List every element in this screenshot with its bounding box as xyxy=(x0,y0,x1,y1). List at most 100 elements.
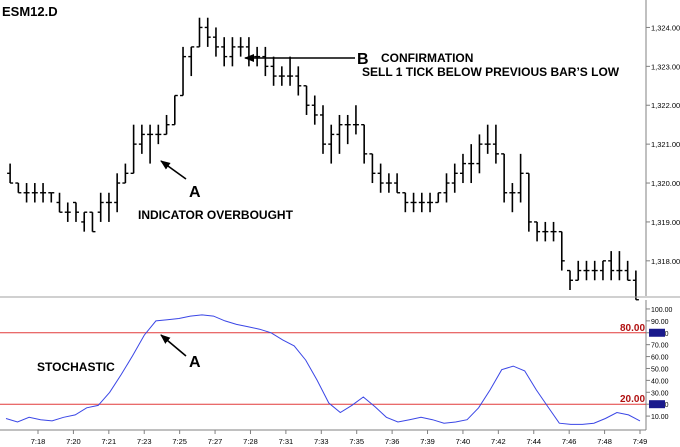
ohlc-bar xyxy=(328,124,335,164)
stochastic-tick-label: 10.00 xyxy=(651,414,669,421)
ohlc-bar xyxy=(138,124,145,154)
ohlc-bar xyxy=(278,66,285,86)
price-tick-label: 1,324.00 xyxy=(651,23,680,32)
ohlc-bar xyxy=(97,192,104,222)
ohlc-bar xyxy=(254,46,261,67)
time-tick-label: 7:39 xyxy=(420,437,435,446)
price-tick-label: 1,323.00 xyxy=(651,62,680,71)
stochastic-tick-label: 40.00 xyxy=(651,378,669,385)
stochastic-levels: 80.00 20.00 xyxy=(0,323,665,409)
time-tick-label: 7:23 xyxy=(137,437,152,446)
stochastic-line xyxy=(5,314,641,425)
ohlc-bar xyxy=(204,17,211,47)
stochastic-tick-label: 100.00 xyxy=(651,307,673,314)
ohlc-bar xyxy=(122,163,129,184)
ohlc-bar xyxy=(632,270,639,301)
annotation-b-label: B xyxy=(357,51,369,68)
ohlc-bar xyxy=(130,124,137,175)
ohlc-bar xyxy=(105,192,112,222)
time-tick-label: 7:27 xyxy=(208,437,223,446)
ohlc-bar xyxy=(451,163,458,193)
ohlc-bar xyxy=(352,105,359,135)
ohlc-bar xyxy=(550,221,557,242)
ohlc-bar xyxy=(320,105,326,154)
ohlc-bar xyxy=(114,173,121,213)
ohlc-bar xyxy=(188,46,195,77)
ohlc-bar xyxy=(147,124,154,164)
time-tick-label: 7:28 xyxy=(243,437,258,446)
ohlc-bar xyxy=(361,123,368,164)
ohlc-bar xyxy=(476,134,483,174)
time-tick-label: 7:33 xyxy=(314,437,329,446)
stochastic-tick-label: 70.00 xyxy=(651,343,669,350)
ohlc-bar xyxy=(624,260,631,281)
ohlc-bar xyxy=(196,17,203,48)
time-axis: 7:18 7:20 7:21 7:23 7:25 7:27 7:28 7:31 7:33 7:35… xyxy=(0,429,647,446)
price-tick-label: 1,318.00 xyxy=(651,257,680,266)
ohlc-bar xyxy=(459,153,466,184)
ohlc-bar xyxy=(525,172,532,232)
ohlc-bar xyxy=(180,46,187,97)
ohlc-bar xyxy=(377,163,384,193)
ohlc-bar xyxy=(31,183,38,203)
ohlc-bar xyxy=(81,211,88,232)
ohlc-bar xyxy=(394,173,401,194)
ohlc-bar xyxy=(468,144,475,184)
ohlc-bar xyxy=(402,192,409,213)
ohlc-bar xyxy=(608,251,615,281)
time-tick-label: 7:46 xyxy=(562,437,577,446)
ohlc-bar xyxy=(575,260,582,281)
stochastic-level-marker xyxy=(649,328,665,337)
time-tick-label: 7:42 xyxy=(491,437,506,446)
time-tick-label: 7:18 xyxy=(31,437,46,446)
time-tick-label: 7:20 xyxy=(66,437,81,446)
time-tick-label: 7:31 xyxy=(279,437,294,446)
ohlc-bar xyxy=(229,37,236,67)
annotation-a-text: INDICATOR OVERBOUGHT xyxy=(138,208,294,222)
annotation-b-line1: CONFIRMATION xyxy=(381,51,473,65)
ohlc-bar xyxy=(418,192,425,213)
ohlc-bar xyxy=(287,56,294,86)
chart-symbol: ESM12.D xyxy=(2,4,58,19)
ohlc-bar xyxy=(599,260,606,281)
price-panel: 1,324.00 1,323.00 1,322.00 1,321.00 1,320.00… xyxy=(7,0,680,301)
annotation-a-label: A xyxy=(189,184,201,201)
ohlc-bar xyxy=(237,37,244,57)
time-axis-labels: 7:18 7:20 7:21 7:23 7:25 7:27 7:28 7:31 7:33 7:35… xyxy=(31,430,647,446)
price-tick-label: 1,319.00 xyxy=(651,218,680,227)
ohlc-bar xyxy=(558,230,565,271)
time-tick-label: 7:44 xyxy=(526,437,541,446)
ohlc-bar xyxy=(369,153,376,184)
time-tick-label: 7:35 xyxy=(349,437,364,446)
stochastic-label: STOCHASTIC xyxy=(37,360,115,374)
ohlc-bar xyxy=(567,269,574,290)
ohlc-bar xyxy=(72,201,79,222)
price-tick-label: 1,321.00 xyxy=(651,140,680,149)
time-tick-label: 7:25 xyxy=(172,437,187,446)
ohlc-bar xyxy=(427,192,434,213)
time-tick-label: 7:21 xyxy=(102,437,117,446)
ohlc-bar xyxy=(221,37,228,67)
ohlc-bar xyxy=(155,124,162,145)
ohlc-bar xyxy=(591,260,598,281)
price-tick-label: 1,320.00 xyxy=(651,179,680,188)
price-tick-label: 1,322.00 xyxy=(651,101,680,110)
ohlc-bar xyxy=(40,183,47,203)
ohlc-bar xyxy=(517,153,524,203)
ohlc-bar xyxy=(295,66,302,96)
ohlc-bar xyxy=(48,192,55,203)
ohlc-bar xyxy=(435,192,442,204)
ohlc-bar xyxy=(509,183,516,213)
ohlc-bar xyxy=(311,95,318,125)
stochastic-panel: 100.00 90.00 80.00 70.00 60.00 50.00 40.00 30.0… xyxy=(0,296,680,430)
ohlc-bar xyxy=(443,173,450,203)
ohlc-bar xyxy=(212,27,219,57)
ohlc-bar xyxy=(542,221,549,242)
time-tick-label: 7:40 xyxy=(456,437,471,446)
ohlc-bar xyxy=(534,221,541,242)
ohlc-bar xyxy=(270,56,277,86)
ohlc-bar xyxy=(303,85,310,115)
ohlc-bar xyxy=(410,192,417,213)
time-tick-label: 7:48 xyxy=(597,437,612,446)
